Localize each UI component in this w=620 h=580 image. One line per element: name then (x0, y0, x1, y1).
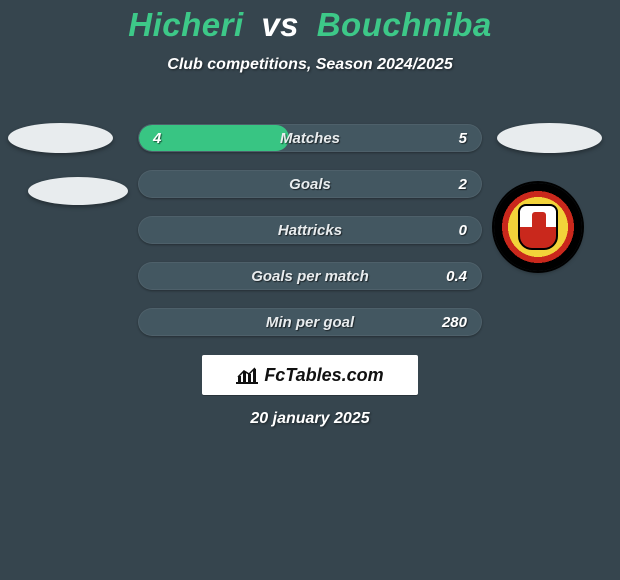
stat-label: Goals (139, 171, 481, 198)
stat-label: Min per goal (139, 309, 481, 336)
stat-value-right: 280 (442, 309, 467, 336)
placeholder-oval (497, 123, 602, 153)
page-title: Hicheri vs Bouchniba (0, 0, 620, 44)
placeholder-oval (8, 123, 113, 153)
stat-label: Matches (139, 125, 481, 152)
subtitle: Club competitions, Season 2024/2025 (0, 56, 620, 74)
player1-avatar-placeholder (8, 123, 128, 205)
stat-label: Goals per match (139, 263, 481, 290)
player2-avatar-placeholder (497, 123, 602, 153)
stat-bar: Min per goal280 (138, 308, 482, 336)
player2-name: Bouchniba (317, 6, 492, 43)
stat-value-right: 0 (459, 217, 467, 244)
club-crest-shield (518, 204, 558, 250)
comparison-bars: 4Matches5 Goals2 Hattricks0 Goals per match… (138, 124, 482, 354)
brand-badge: FcTables.com (202, 355, 418, 395)
stat-label: Hattricks (139, 217, 481, 244)
club-crest (494, 183, 582, 271)
stat-bar: Goals2 (138, 170, 482, 198)
brand-text: FcTables.com (264, 365, 383, 386)
player1-name: Hicheri (128, 6, 243, 43)
stat-value-right: 2 (459, 171, 467, 198)
stat-bar: Hattricks0 (138, 216, 482, 244)
stat-bar: Goals per match0.4 (138, 262, 482, 290)
brand-chart-icon (236, 366, 258, 384)
vs-text: vs (261, 6, 299, 43)
stat-value-right: 0.4 (446, 263, 467, 290)
date-text: 20 january 2025 (0, 410, 620, 428)
stat-bar: 4Matches5 (138, 124, 482, 152)
placeholder-oval (28, 177, 128, 205)
stat-value-right: 5 (459, 125, 467, 152)
